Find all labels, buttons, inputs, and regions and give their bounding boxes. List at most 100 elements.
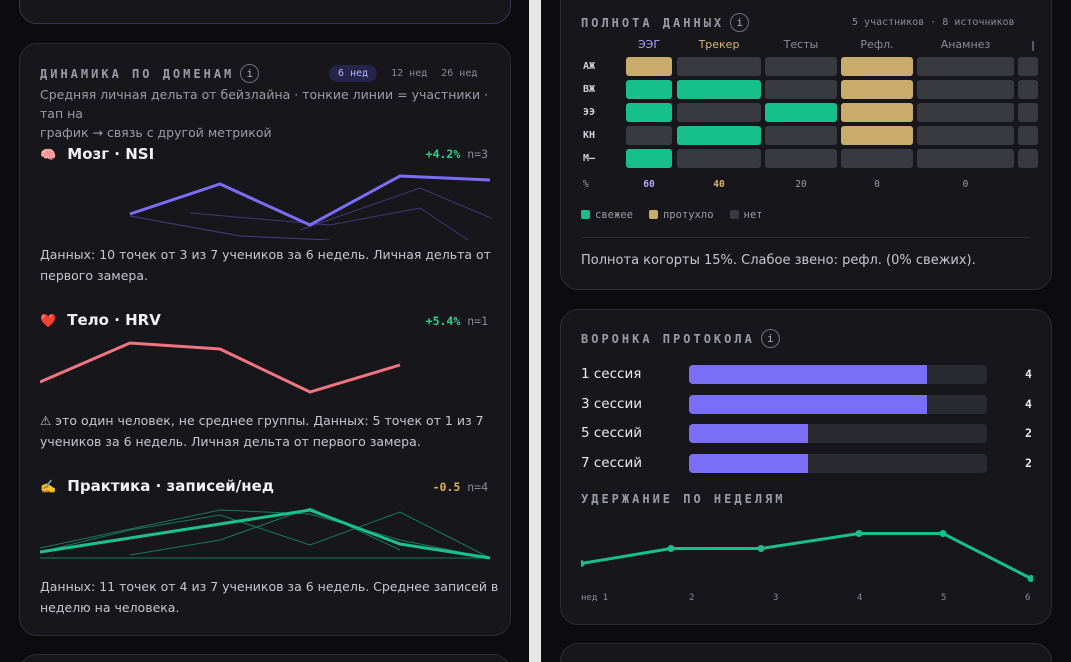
completeness-cell[interactable] [841, 149, 913, 168]
completeness-cell[interactable] [765, 57, 837, 76]
pct-reflection: 0 [874, 179, 880, 190]
participant-line [129, 507, 401, 556]
average-line [129, 174, 491, 227]
pct-tracker: 40 [713, 179, 725, 190]
week-tick: 6 [1025, 593, 1031, 603]
completeness-cell[interactable] [626, 103, 672, 122]
completeness-cell[interactable] [677, 57, 761, 76]
week-tick: нед 1 [581, 593, 609, 603]
funnel-bar-fill [689, 453, 809, 473]
row-label: АЖ [583, 61, 596, 72]
writing-hand-icon: ✍️ [40, 480, 57, 495]
info-icon[interactable]: i [760, 329, 780, 348]
completeness-cell[interactable] [917, 103, 1014, 122]
completeness-cell[interactable] [677, 126, 761, 145]
retention-point [939, 530, 947, 537]
heart-icon: ❤️ [40, 314, 57, 329]
completeness-cell[interactable] [765, 80, 837, 99]
funnel-bar-track[interactable] [689, 365, 987, 384]
completeness-cell[interactable] [1018, 80, 1038, 99]
divider [581, 237, 1031, 238]
metric-practice-stats: -0.5 n=4 [433, 480, 488, 494]
completeness-cell[interactable] [841, 80, 913, 99]
retention-point [581, 560, 585, 567]
participant-line [129, 215, 331, 240]
participant-line [40, 509, 491, 559]
completeness-cell[interactable] [677, 80, 761, 99]
completeness-cell[interactable] [626, 149, 672, 168]
completeness-cell[interactable] [1018, 149, 1038, 168]
completeness-cell[interactable] [1018, 57, 1038, 76]
brain-chart[interactable] [40, 168, 492, 240]
completeness-cell[interactable] [677, 103, 761, 122]
participant-line [299, 187, 492, 231]
practice-chart[interactable] [40, 500, 492, 572]
metric-practice-desc: Данных: 11 точек от 4 из 7 учеников за 6… [40, 579, 499, 615]
completeness-cell[interactable] [626, 126, 672, 145]
completeness-cell[interactable] [626, 80, 672, 99]
funnel-bar-track[interactable] [689, 424, 987, 443]
metric-n: n=1 [467, 314, 488, 328]
completeness-cell[interactable] [841, 126, 913, 145]
week-tick: 3 [773, 593, 779, 603]
completeness-cell[interactable] [1018, 103, 1038, 122]
metric-delta: +5.4% [425, 314, 461, 328]
retention-line [581, 532, 1032, 580]
col-reflection: Рефл. [860, 38, 894, 51]
domain-dynamics-title: ДИНАМИКА ПО ДОМЕНАМ i [40, 63, 260, 83]
pct-eeg: 60 [643, 179, 655, 190]
tab-12w[interactable]: 12 нед [391, 68, 428, 79]
tab-26w[interactable]: 26 нед [441, 68, 478, 79]
completeness-cell[interactable] [626, 57, 672, 76]
funnel-value: 2 [1025, 455, 1032, 470]
completeness-legend: свежее протухло нет [581, 209, 762, 221]
row-label: М— [583, 153, 596, 164]
info-icon[interactable]: i [240, 64, 260, 83]
protocol-funnel-card: ВОРОНКА ПРОТОКОЛА i 1 сессия 4 3 сессии 4 5 с… [560, 309, 1052, 625]
funnel-label: 3 сессии [581, 395, 643, 412]
completeness-cell[interactable] [765, 126, 837, 145]
completeness-cell[interactable] [841, 57, 913, 76]
metric-brain-desc: Данных: 10 точек от 3 из 7 учеников за 6… [40, 247, 491, 283]
completeness-cell[interactable] [917, 149, 1014, 168]
col-tracker: Трекер [698, 38, 740, 51]
col-eeg: ЭЭГ [637, 38, 661, 51]
data-completeness-card: ПОЛНОТА ДАННЫХ i 5 участников · 8 источни… [560, 0, 1052, 290]
funnel-bar-fill [689, 424, 809, 443]
funnel-bar-fill [689, 394, 928, 414]
metric-n: n=4 [467, 480, 488, 494]
info-icon[interactable]: i [730, 13, 750, 32]
completeness-title: ПОЛНОТА ДАННЫХ i [581, 12, 750, 32]
completeness-cell[interactable] [841, 103, 913, 122]
funnel-bar-track[interactable] [689, 453, 987, 473]
completeness-cell[interactable] [917, 57, 1014, 76]
tab-6w[interactable]: 6 нед [329, 65, 378, 82]
completeness-cell[interactable] [917, 80, 1014, 99]
col-more-indicator [1032, 41, 1034, 51]
metric-body-header: ❤️ Тело · HRV [40, 311, 161, 329]
funnel-bar-track[interactable] [689, 394, 987, 414]
retention-chart[interactable] [581, 522, 1033, 582]
retention-week-axis: нед 1 2 3 4 5 6 [581, 593, 1033, 607]
completeness-summary: Полнота когорты 15%. Слабое звено: рефл.… [581, 253, 976, 268]
completeness-meta: 5 участников · 8 источников [852, 17, 1015, 28]
week-tick: 4 [857, 593, 863, 603]
metric-brain-stats: +4.2% n=3 [426, 147, 488, 161]
completeness-cell[interactable] [917, 126, 1014, 145]
week-tick: 2 [689, 593, 695, 603]
completeness-cell[interactable] [765, 103, 837, 122]
completeness-cell[interactable] [1018, 126, 1038, 145]
body-chart[interactable] [40, 334, 492, 406]
bottom-card-left [19, 654, 511, 662]
completeness-cell[interactable] [677, 149, 761, 168]
participant-line [40, 511, 491, 559]
week-tick: 5 [941, 593, 947, 603]
metric-delta: -0.5 [432, 480, 461, 494]
completeness-cell[interactable] [765, 149, 837, 168]
brain-icon: 🧠 [40, 148, 57, 163]
pct-anamnesis: 0 [962, 179, 969, 190]
funnel-bar-fill [689, 365, 928, 384]
col-anamnesis: Анамнез [940, 38, 991, 51]
legend-fresh: свежее [581, 209, 633, 221]
metric-delta: +4.2% [425, 147, 461, 161]
